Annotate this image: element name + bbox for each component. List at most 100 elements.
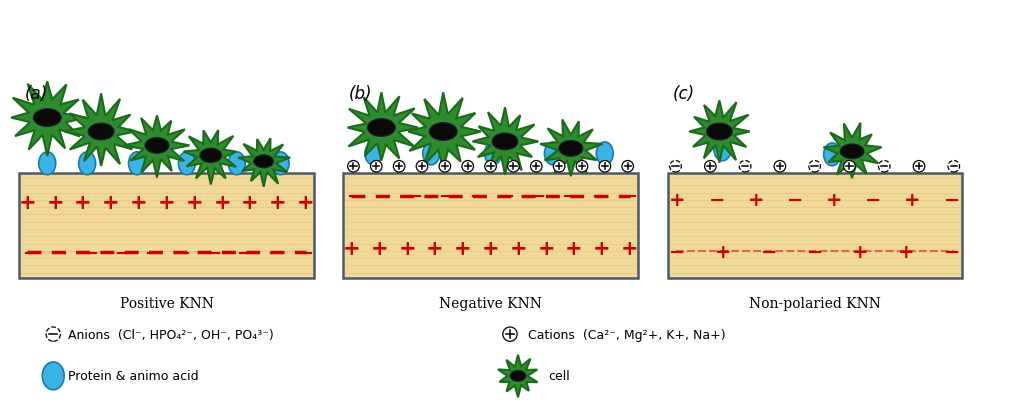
Ellipse shape <box>79 152 95 175</box>
Text: cell: cell <box>548 370 570 382</box>
Text: Protein & animo acid: Protein & animo acid <box>69 370 198 382</box>
Text: +: + <box>509 239 527 259</box>
Text: +: + <box>185 193 204 213</box>
Circle shape <box>948 161 960 173</box>
Text: +: + <box>715 242 731 261</box>
Polygon shape <box>408 93 481 169</box>
Text: −: − <box>407 188 422 206</box>
Text: +: + <box>370 239 388 259</box>
Text: −: − <box>175 244 190 262</box>
Text: +: + <box>537 239 555 259</box>
Text: −: − <box>591 188 607 206</box>
Text: +: + <box>454 239 472 259</box>
Polygon shape <box>183 131 236 185</box>
Ellipse shape <box>422 142 440 165</box>
Text: +: + <box>566 239 583 259</box>
Polygon shape <box>473 108 538 176</box>
Circle shape <box>670 161 681 173</box>
Circle shape <box>879 161 890 173</box>
Text: −: − <box>943 242 960 261</box>
Polygon shape <box>498 355 537 397</box>
Text: +: + <box>343 239 360 259</box>
Text: (b): (b) <box>349 85 372 102</box>
Circle shape <box>439 161 451 173</box>
Text: −: − <box>669 242 685 261</box>
Ellipse shape <box>840 145 864 159</box>
Circle shape <box>844 161 855 173</box>
Text: (a): (a) <box>25 85 48 102</box>
Text: Positive KNN: Positive KNN <box>120 297 214 311</box>
Text: −: − <box>806 242 822 261</box>
Circle shape <box>507 161 520 173</box>
Ellipse shape <box>178 152 195 175</box>
Ellipse shape <box>714 139 730 161</box>
Ellipse shape <box>367 119 395 137</box>
Circle shape <box>503 327 518 342</box>
Bar <box>344 174 637 278</box>
Text: +: + <box>241 193 259 213</box>
Circle shape <box>531 161 542 173</box>
Ellipse shape <box>824 144 841 166</box>
Text: −: − <box>114 244 129 262</box>
Text: Non-polaried KNN: Non-polaried KNN <box>749 297 881 311</box>
Bar <box>668 174 962 278</box>
Circle shape <box>705 161 716 173</box>
Polygon shape <box>238 139 291 188</box>
Circle shape <box>416 161 428 173</box>
Text: −: − <box>346 188 361 206</box>
Ellipse shape <box>272 152 290 175</box>
Text: −: − <box>709 190 725 209</box>
Ellipse shape <box>365 142 382 165</box>
Circle shape <box>462 161 474 173</box>
Text: +: + <box>904 190 921 209</box>
Text: +: + <box>593 239 611 259</box>
Circle shape <box>394 161 405 173</box>
Polygon shape <box>64 94 135 166</box>
Ellipse shape <box>129 152 145 175</box>
Ellipse shape <box>228 152 246 175</box>
Text: +: + <box>852 242 869 261</box>
Text: −: − <box>499 188 515 206</box>
Text: −: − <box>298 244 313 262</box>
Circle shape <box>809 161 820 173</box>
Circle shape <box>370 161 382 173</box>
Ellipse shape <box>559 141 583 157</box>
Text: +: + <box>158 193 175 213</box>
Circle shape <box>553 161 565 173</box>
Text: +: + <box>398 239 416 259</box>
Text: +: + <box>213 193 231 213</box>
Text: Anions  (Cl⁻, HPO₄²⁻, OH⁻, PO₄³⁻): Anions (Cl⁻, HPO₄²⁻, OH⁻, PO₄³⁻) <box>69 328 274 341</box>
Ellipse shape <box>510 370 526 381</box>
Text: +: + <box>130 193 147 213</box>
Circle shape <box>46 327 60 342</box>
Polygon shape <box>348 93 418 161</box>
Polygon shape <box>11 82 86 157</box>
Ellipse shape <box>145 138 169 154</box>
Text: −: − <box>761 242 777 261</box>
Text: +: + <box>297 193 314 213</box>
Text: −: − <box>438 188 453 206</box>
Text: −: − <box>52 244 68 262</box>
Text: +: + <box>74 193 92 213</box>
Polygon shape <box>124 116 189 178</box>
Text: −: − <box>530 188 545 206</box>
Circle shape <box>740 161 751 173</box>
Text: −: − <box>943 190 960 209</box>
Text: Negative KNN: Negative KNN <box>439 297 542 311</box>
Text: −: − <box>83 244 98 262</box>
Text: −: − <box>622 188 637 206</box>
Text: +: + <box>621 239 638 259</box>
Text: −: − <box>267 244 282 262</box>
Ellipse shape <box>430 123 457 141</box>
Ellipse shape <box>492 134 518 150</box>
Text: +: + <box>669 190 685 209</box>
Circle shape <box>774 161 786 173</box>
Ellipse shape <box>39 152 55 175</box>
Ellipse shape <box>485 142 501 165</box>
Ellipse shape <box>34 109 61 127</box>
Text: −: − <box>144 244 160 262</box>
Text: −: − <box>469 188 484 206</box>
Ellipse shape <box>42 362 64 390</box>
Text: −: − <box>21 244 37 262</box>
Ellipse shape <box>707 124 732 140</box>
